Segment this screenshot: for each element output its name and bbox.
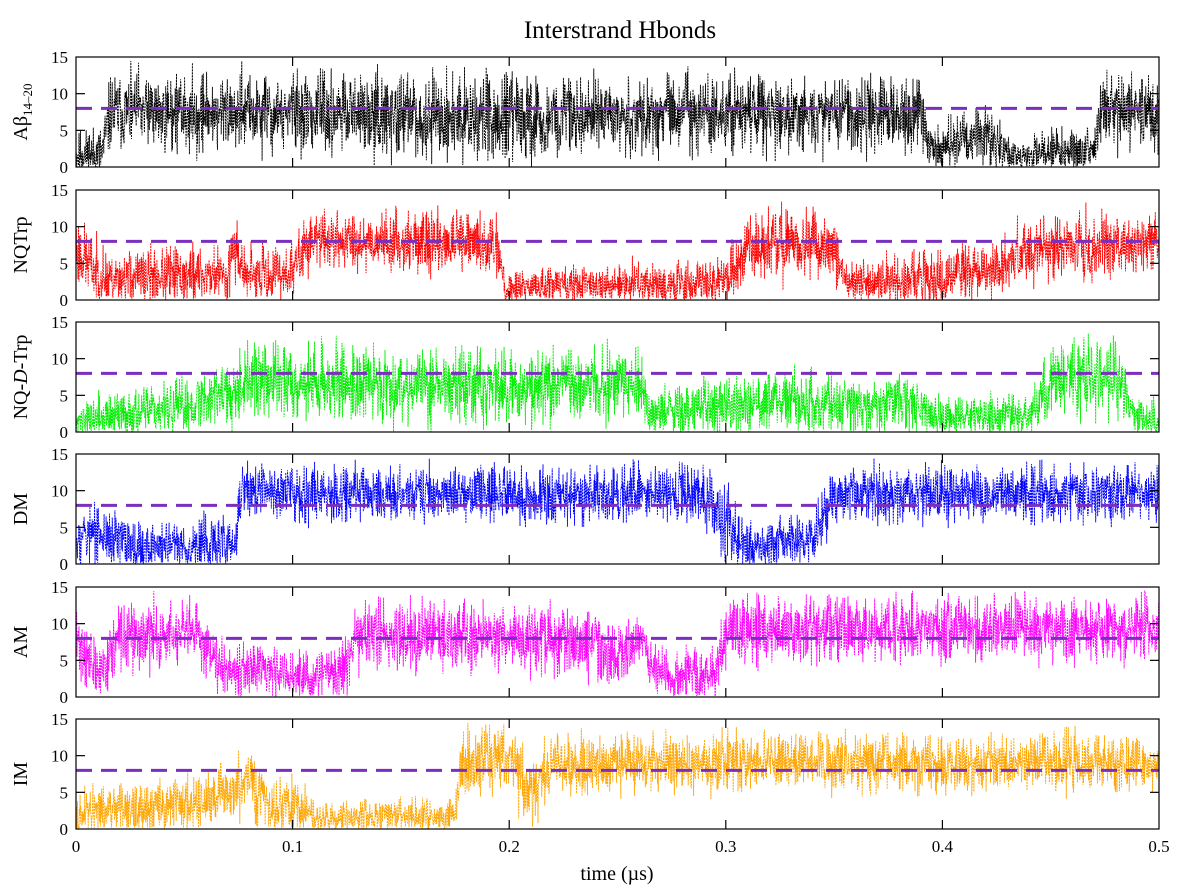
panel-5: 0 5 10 15 AM — [10, 578, 1160, 707]
y-axis-label-main: Aβ — [10, 116, 32, 141]
y-tick-label: 5 — [60, 783, 69, 802]
y-axis-label: Aβ14–20 — [10, 83, 35, 140]
x-tick-label: 0.5 — [1148, 837, 1169, 856]
y-axis-label-main: AM — [10, 626, 32, 658]
y-tick-label: 0 — [60, 820, 69, 839]
x-tick-label: 0.2 — [499, 837, 520, 856]
panel-frame — [75, 453, 1160, 565]
y-axis-label-main: NQTrp — [10, 216, 32, 273]
y-tick-label: 10 — [51, 85, 68, 104]
x-tick-label: 0.3 — [715, 837, 736, 856]
panel-frame — [75, 586, 1160, 698]
x-axis-label: time (µs) — [580, 863, 653, 885]
x-tick-labels: 0 0.1 0.2 0.3 0.4 0.5 — [72, 837, 1170, 856]
series-trace-1 — [76, 60, 1159, 167]
y-tick-label: 10 — [51, 350, 68, 369]
y-axis-label: NQTrp — [10, 216, 32, 273]
y-tick-label: 15 — [51, 181, 68, 200]
y-tick-label: 5 — [60, 518, 69, 537]
y-axis-label: IM — [10, 762, 32, 787]
series-trace-6 — [76, 722, 1159, 829]
panel-frame — [75, 189, 1160, 301]
y-tick-label: 0 — [60, 423, 69, 442]
y-tick-label: 5 — [60, 121, 69, 140]
y-tick-label: 10 — [51, 747, 68, 766]
y-axis-label-subscript: 14–20 — [20, 83, 35, 116]
y-tick-label: 15 — [51, 578, 68, 597]
chart-title: Interstrand Hbonds — [524, 17, 716, 44]
y-tick-label: 10 — [51, 218, 68, 237]
x-tick-label: 0.1 — [282, 837, 303, 856]
y-tick-label: 15 — [51, 48, 68, 67]
panel-4: 0 5 10 15 DM — [10, 445, 1160, 574]
series-trace-3 — [76, 333, 1159, 432]
y-tick-label: 5 — [60, 386, 69, 405]
y-tick-label: 5 — [60, 254, 69, 273]
y-axis-label-main: IM — [10, 762, 32, 787]
y-tick-label: 0 — [60, 158, 69, 177]
y-tick-label: 0 — [60, 688, 69, 707]
y-tick-label: 10 — [51, 615, 68, 634]
panel-frame — [75, 56, 1160, 168]
y-axis-label: DM — [10, 493, 32, 525]
panel-frame — [75, 718, 1160, 830]
panel-1: 0 5 10 15 Aβ14–20 — [10, 48, 1160, 177]
series-trace-5 — [76, 590, 1159, 697]
panel-3: 0 5 10 15 NQ-D-Trp — [10, 313, 1160, 442]
y-tick-label: 15 — [51, 445, 68, 464]
y-axis-label: AM — [10, 626, 32, 658]
y-tick-label: 0 — [60, 555, 69, 574]
y-tick-label: 5 — [60, 651, 69, 670]
y-tick-label: 10 — [51, 482, 68, 501]
series-trace-4 — [76, 458, 1159, 564]
x-tick-label: 0 — [72, 837, 81, 856]
y-axis-label-tail: -Trp — [10, 335, 32, 370]
panel-frame — [75, 321, 1160, 433]
panel-6: 0 5 10 15 IM — [10, 710, 1160, 839]
y-tick-label: 15 — [51, 313, 68, 332]
y-axis-label-main: NQ- — [10, 384, 32, 420]
y-axis-label-main: DM — [10, 493, 32, 525]
y-axis-label-italic: D — [10, 369, 32, 385]
panel-2: 0 5 10 15 NQTrp — [10, 181, 1160, 310]
x-tick-label: 0.4 — [932, 837, 954, 856]
y-tick-label: 0 — [60, 291, 69, 310]
panels-group: 0 5 10 15 Aβ14–20 0 5 10 15 NQTrp 0 5 10 15 NQ-D-Trp 0 5… — [10, 48, 1160, 839]
series-trace-2 — [76, 201, 1159, 300]
y-axis-label: NQ-D-Trp — [10, 335, 32, 420]
y-tick-label: 15 — [51, 710, 68, 729]
